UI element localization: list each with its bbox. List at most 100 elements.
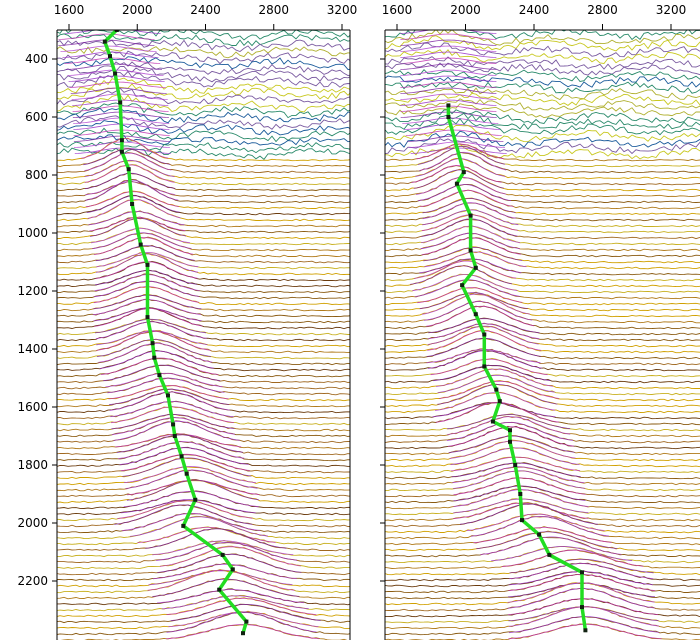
semblance-peak (400, 33, 497, 40)
velocity-pick-point (547, 552, 552, 557)
x-tick-label: 3200 (656, 3, 687, 17)
wiggle-trace (57, 77, 350, 94)
wiggle-trace (385, 374, 700, 396)
wiggle-trace (385, 232, 700, 252)
wiggle-trace (385, 130, 700, 148)
wiggle-trace (57, 46, 350, 59)
semblance-peak (90, 227, 191, 244)
semblance-peak (95, 253, 198, 273)
wiggle-trace (57, 66, 350, 83)
wiggle-trace (385, 87, 700, 101)
wiggle-trace (57, 102, 350, 119)
semblance-peak (509, 558, 654, 574)
wiggle-trace (57, 120, 350, 136)
velocity-pick-point (241, 631, 245, 636)
wiggle-trace (385, 439, 700, 462)
semblance-peak (86, 195, 180, 213)
wiggle-trace (385, 112, 700, 130)
velocity-pick-point (118, 100, 123, 105)
semblance-peak (453, 477, 586, 495)
semblance-peak (459, 503, 599, 525)
wiggle-trace (57, 83, 350, 100)
velocity-pick-point (130, 202, 135, 206)
wiggle-trace (57, 152, 350, 174)
y-tick-label: 800 (25, 168, 48, 182)
wiggle-trace (385, 35, 700, 52)
wiggle-trace (57, 107, 350, 124)
wiggle-trace (57, 127, 350, 143)
velocity-pick-point (473, 312, 478, 317)
semblance-peak (95, 321, 207, 339)
semblance-peak (451, 456, 581, 472)
semblance-peak (434, 392, 556, 411)
wiggle-trace (57, 545, 350, 570)
wiggle-trace (57, 164, 350, 186)
wiggle-trace (385, 502, 700, 522)
wiggle-trace (385, 488, 700, 510)
wiggle-trace (385, 350, 700, 372)
semblance-peak (84, 152, 172, 171)
wiggle-trace (57, 624, 350, 640)
wiggle-trace (385, 30, 700, 46)
wiggle-trace (385, 69, 700, 82)
wiggle-trace (385, 183, 700, 204)
semblance-peak (491, 545, 633, 562)
wiggle-trace (57, 261, 350, 282)
wiggle-trace (385, 251, 700, 270)
wiggle-trace (57, 134, 350, 146)
semblance-peak (418, 184, 512, 202)
semblance-peak (430, 358, 548, 376)
semblance-peak (447, 414, 571, 430)
semblance-peak (122, 513, 261, 531)
semblance-peak (400, 39, 497, 46)
wiggle-trace (57, 172, 350, 192)
semblance-peak (449, 440, 576, 459)
semblance-peak (110, 401, 234, 418)
wiggle-trace (57, 553, 350, 576)
wiggle-trace (385, 383, 700, 408)
semblance-peak (420, 189, 514, 207)
wiggle-trace (385, 176, 700, 198)
semblance-peak (87, 199, 181, 219)
wiggle-trace (385, 189, 700, 210)
semblance-peak (433, 364, 551, 382)
semblance-peak (92, 232, 192, 250)
y-tick-label: 400 (25, 52, 48, 66)
semblance-peak (105, 372, 223, 388)
semblance-peak (447, 416, 571, 435)
wiggle-trace (57, 30, 350, 41)
wiggle-trace (57, 542, 350, 564)
x-tick-label: 2000 (450, 3, 481, 17)
semblance-peak (437, 384, 558, 405)
x-tick-label: 1600 (382, 3, 413, 17)
wiggle-trace (385, 485, 700, 504)
wiggle-trace (385, 279, 700, 300)
semblance-peak (64, 30, 161, 34)
semblance-peak (94, 237, 194, 255)
wiggle-trace (385, 124, 700, 143)
velocity-pick-point (580, 605, 584, 610)
semblance-peak (60, 45, 157, 52)
velocity-pick-point (508, 439, 512, 444)
velocity-pick-point (446, 103, 451, 108)
semblance-peak (129, 516, 268, 537)
semblance-peak (447, 426, 574, 447)
semblance-peak (84, 159, 175, 177)
semblance-peak (161, 595, 309, 610)
wiggle-trace (57, 391, 350, 414)
velocity-pick-point (166, 393, 170, 398)
semblance-peak (109, 391, 230, 411)
velocity-pick-point (490, 419, 495, 424)
semblance-peak (126, 479, 259, 501)
semblance-peak (470, 515, 610, 537)
wiggle-trace (385, 466, 700, 486)
wiggle-trace (57, 269, 350, 288)
semblance-peak (423, 246, 523, 262)
wiggle-trace (57, 61, 350, 76)
semblance-peak (83, 148, 171, 166)
velocity-pick-point (520, 518, 524, 523)
x-tick-label: 2400 (190, 3, 221, 17)
semblance-peak (426, 305, 535, 327)
wiggle-trace (57, 342, 350, 366)
semblance-peak (98, 342, 213, 363)
